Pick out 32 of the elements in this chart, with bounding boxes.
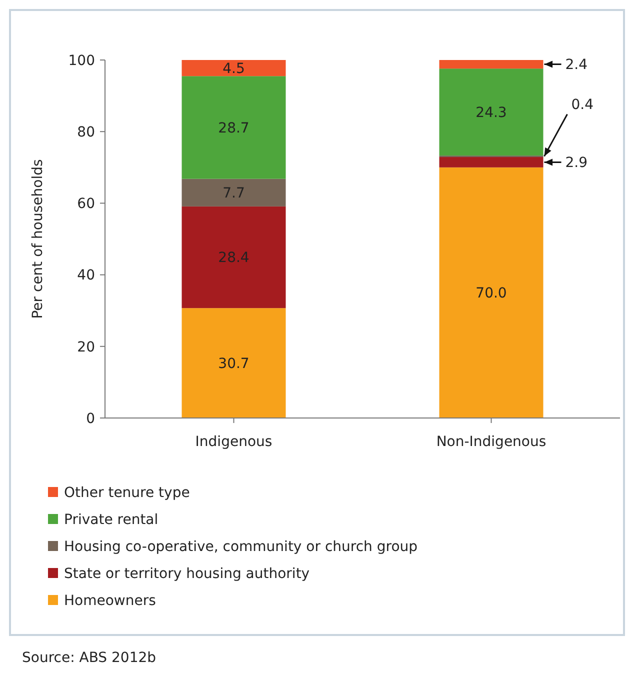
y-tick-label: 60 xyxy=(77,196,95,212)
bar xyxy=(182,308,286,418)
data-label: 4.5 xyxy=(222,60,245,77)
x-tick-label: Non-Indigenous xyxy=(436,434,546,450)
bar xyxy=(439,68,544,156)
legend-label: Private rental xyxy=(64,512,158,528)
legend-label: Housing co-operative, community or church group xyxy=(64,538,418,555)
y-tick-label: 40 xyxy=(77,268,95,284)
data-label: 7.7 xyxy=(222,186,245,202)
data-label: 0.4 xyxy=(571,97,594,114)
bar xyxy=(182,206,286,308)
data-label: 28.4 xyxy=(218,250,250,266)
bar xyxy=(182,76,286,179)
data-label: 24.3 xyxy=(476,104,507,121)
data-label: 28.7 xyxy=(218,120,250,136)
x-tick-label: Indigenous xyxy=(195,434,272,450)
bar xyxy=(182,60,286,76)
y-axis-title: Per cent of households xyxy=(30,159,46,319)
bar xyxy=(439,167,544,418)
data-label: 30.7 xyxy=(218,356,250,372)
y-tick-label: 20 xyxy=(77,339,95,356)
legend-label: Other tenure type xyxy=(64,484,190,501)
data-label: 2.4 xyxy=(565,57,588,74)
y-tick-label: 0 xyxy=(86,410,95,427)
data-label: 70.0 xyxy=(476,286,507,302)
y-tick-label: 80 xyxy=(77,124,95,140)
bar xyxy=(182,178,286,206)
legend-label: Homeowners xyxy=(64,592,156,609)
y-tick-label: 100 xyxy=(68,52,95,69)
data-label: 2.9 xyxy=(565,155,588,172)
legend-label: State or territory housing authority xyxy=(64,566,310,582)
source-note: Source: ABS 2012b xyxy=(22,650,156,666)
